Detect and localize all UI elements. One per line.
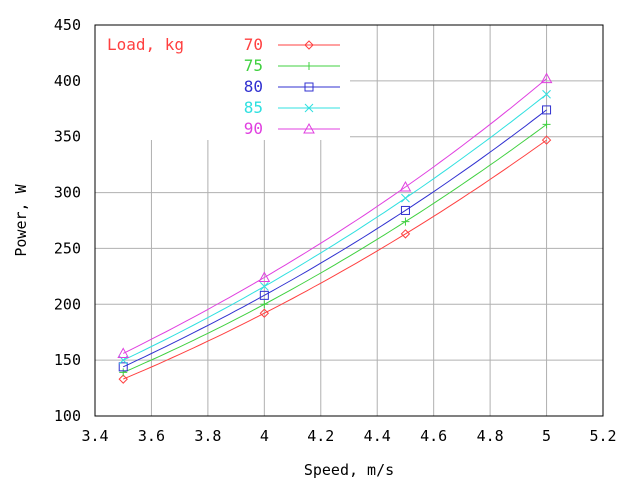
cross-marker — [401, 193, 410, 203]
y-tick-label: 450 — [54, 16, 81, 34]
square-marker — [118, 362, 128, 372]
cross-marker — [542, 89, 551, 99]
y-tick-labels: 100 150 200 250 300 350 400 450 — [54, 16, 81, 425]
series-line-75 — [123, 123, 547, 373]
grid — [95, 25, 603, 416]
series-line-90 — [122, 78, 547, 354]
x-tick-label: 5 — [542, 427, 551, 445]
x-tick-label: 4.2 — [307, 427, 334, 445]
y-tick-label: 150 — [54, 351, 81, 369]
y-tick-label: 300 — [54, 184, 81, 202]
series-lines — [117, 72, 553, 384]
x-tick-label: 3.6 — [138, 427, 165, 445]
legend-label-70: 70 — [244, 35, 263, 54]
plus-marker — [260, 300, 269, 309]
plus-marker — [119, 368, 128, 377]
series-85 — [118, 89, 551, 365]
x-tick-label: 4 — [260, 427, 269, 445]
series-line-85 — [122, 93, 547, 361]
x-tick-label: 4.8 — [477, 427, 504, 445]
x-tick-label: 4.6 — [420, 427, 447, 445]
series-70 — [118, 135, 552, 384]
square-marker — [304, 82, 314, 92]
y-axis-title: Power, W — [12, 183, 30, 256]
triangle-marker — [117, 347, 130, 358]
plus-marker — [542, 120, 551, 129]
x-tick-label: 3.8 — [194, 427, 221, 445]
x-tick-label: 5.2 — [589, 427, 616, 445]
triangle-marker — [303, 122, 315, 134]
diamond-marker — [259, 308, 270, 318]
x-tick-label: 4.4 — [364, 427, 391, 445]
y-tick-label: 400 — [54, 72, 81, 90]
series-line-70 — [123, 139, 547, 380]
legend: Load, kg 70 75 80 85 90 — [107, 35, 340, 138]
square-marker — [542, 105, 552, 115]
cross-marker — [304, 103, 314, 113]
square-marker — [259, 290, 269, 300]
legend-label-85: 85 — [244, 98, 263, 117]
triangle-marker — [258, 271, 271, 282]
legend-label-75: 75 — [244, 56, 263, 75]
plot-frame — [94, 24, 604, 417]
legend-label-90: 90 — [244, 119, 263, 138]
plus-marker — [305, 62, 313, 70]
plus-marker — [401, 217, 410, 226]
series-90 — [117, 72, 553, 358]
triangle-marker — [399, 180, 412, 192]
y-tick-label: 200 — [54, 295, 81, 313]
y-tick-label: 100 — [54, 407, 81, 425]
x-tick-label: 3.4 — [81, 427, 108, 445]
square-marker — [400, 205, 410, 215]
y-tick-label: 350 — [54, 128, 81, 146]
series-80 — [118, 105, 552, 372]
y-tick-label: 250 — [54, 239, 81, 257]
series-line-80 — [122, 109, 547, 368]
cross-marker — [259, 282, 269, 291]
diamond-marker — [541, 135, 552, 145]
diamond-marker — [304, 40, 314, 50]
series-75 — [119, 120, 551, 377]
x-tick-labels: 3.4 3.6 3.8 4 4.2 4.4 4.6 4.8 5 5.2 — [81, 427, 616, 445]
legend-label-80: 80 — [244, 77, 263, 96]
diamond-marker — [400, 229, 411, 239]
x-axis-title: Speed, m/s — [304, 461, 394, 479]
triangle-marker — [540, 72, 553, 84]
diamond-marker — [118, 374, 128, 384]
legend-title: Load, kg — [107, 35, 184, 54]
